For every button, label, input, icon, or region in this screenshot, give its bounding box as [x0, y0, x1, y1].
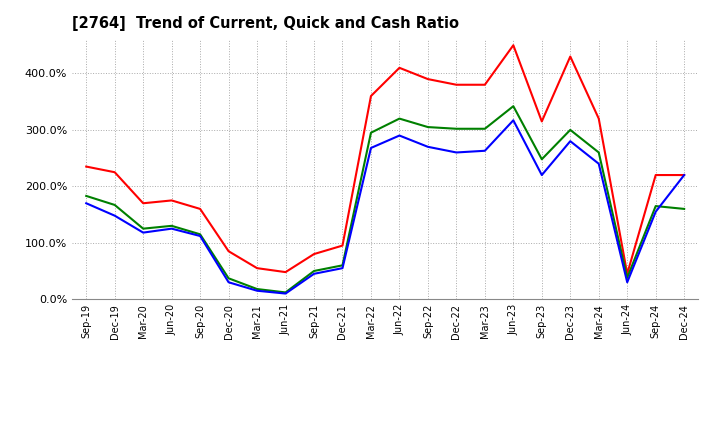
Cash Ratio: [310, 271, 318, 276]
Line: Quick Ratio: Quick Ratio: [86, 106, 684, 293]
Cash Ratio: [452, 150, 461, 155]
Current Ratio: [167, 198, 176, 203]
Quick Ratio: [680, 206, 688, 212]
Quick Ratio: [509, 103, 518, 109]
Cash Ratio: [509, 117, 518, 123]
Quick Ratio: [423, 125, 432, 130]
Current Ratio: [652, 172, 660, 178]
Quick Ratio: [366, 130, 375, 136]
Current Ratio: [423, 77, 432, 82]
Cash Ratio: [253, 288, 261, 293]
Quick Ratio: [566, 127, 575, 132]
Cash Ratio: [480, 148, 489, 154]
Cash Ratio: [82, 201, 91, 206]
Quick Ratio: [537, 157, 546, 162]
Current Ratio: [310, 251, 318, 257]
Cash Ratio: [167, 226, 176, 231]
Quick Ratio: [395, 116, 404, 121]
Current Ratio: [595, 116, 603, 121]
Quick Ratio: [82, 193, 91, 198]
Quick Ratio: [310, 268, 318, 274]
Current Ratio: [282, 269, 290, 275]
Quick Ratio: [338, 263, 347, 268]
Cash Ratio: [566, 139, 575, 144]
Quick Ratio: [196, 231, 204, 237]
Quick Ratio: [167, 223, 176, 228]
Quick Ratio: [110, 202, 119, 208]
Current Ratio: [509, 43, 518, 48]
Current Ratio: [196, 206, 204, 212]
Cash Ratio: [680, 172, 688, 178]
Cash Ratio: [623, 280, 631, 285]
Quick Ratio: [282, 290, 290, 295]
Current Ratio: [395, 65, 404, 70]
Current Ratio: [338, 243, 347, 248]
Cash Ratio: [196, 233, 204, 238]
Cash Ratio: [652, 209, 660, 214]
Cash Ratio: [225, 280, 233, 285]
Quick Ratio: [253, 286, 261, 292]
Cash Ratio: [139, 230, 148, 235]
Quick Ratio: [623, 275, 631, 280]
Cash Ratio: [537, 172, 546, 178]
Current Ratio: [225, 249, 233, 254]
Quick Ratio: [595, 150, 603, 155]
Cash Ratio: [595, 161, 603, 166]
Quick Ratio: [480, 126, 489, 132]
Current Ratio: [452, 82, 461, 88]
Cash Ratio: [395, 133, 404, 138]
Quick Ratio: [225, 276, 233, 281]
Current Ratio: [366, 93, 375, 99]
Current Ratio: [110, 169, 119, 175]
Quick Ratio: [139, 226, 148, 231]
Text: [2764]  Trend of Current, Quick and Cash Ratio: [2764] Trend of Current, Quick and Cash …: [72, 16, 459, 32]
Quick Ratio: [652, 203, 660, 209]
Current Ratio: [566, 54, 575, 59]
Current Ratio: [680, 172, 688, 178]
Quick Ratio: [452, 126, 461, 132]
Cash Ratio: [282, 291, 290, 296]
Cash Ratio: [366, 145, 375, 150]
Current Ratio: [480, 82, 489, 88]
Line: Current Ratio: Current Ratio: [86, 45, 684, 274]
Current Ratio: [82, 164, 91, 169]
Current Ratio: [623, 271, 631, 276]
Cash Ratio: [423, 144, 432, 150]
Current Ratio: [253, 265, 261, 271]
Current Ratio: [537, 119, 546, 124]
Cash Ratio: [110, 213, 119, 218]
Cash Ratio: [338, 265, 347, 271]
Current Ratio: [139, 201, 148, 206]
Line: Cash Ratio: Cash Ratio: [86, 120, 684, 293]
